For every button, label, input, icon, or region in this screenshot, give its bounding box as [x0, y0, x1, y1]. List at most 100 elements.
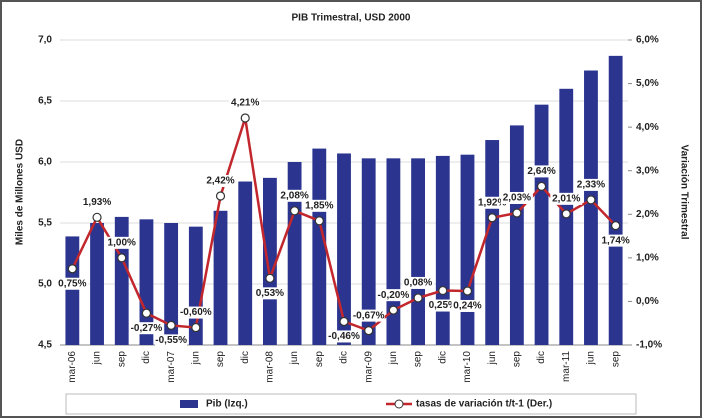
- marker: [339, 316, 349, 327]
- marker: [388, 305, 398, 315]
- bar: [90, 223, 104, 345]
- marker: [462, 286, 473, 296]
- label-bg: [451, 299, 484, 312]
- data-label: 1,74%: [601, 235, 629, 246]
- label-bg: [352, 309, 385, 322]
- label-bg: [81, 196, 114, 209]
- data-label: 1,85%: [305, 200, 333, 211]
- data-label: 2,64%: [527, 166, 555, 177]
- data-label: 0,53%: [256, 288, 284, 299]
- x-tick-label: jun: [586, 351, 597, 365]
- data-label: 0,25%: [429, 300, 457, 311]
- label-bg: [377, 289, 410, 302]
- label-bg: [550, 192, 583, 205]
- bar: [460, 154, 475, 345]
- marker: [240, 113, 250, 123]
- y2-axis-label: Variación Trimestral: [678, 144, 689, 239]
- y2-tick-label: 6,0%: [636, 35, 659, 46]
- marker: [512, 208, 522, 218]
- bar: [534, 104, 549, 345]
- bar: [114, 216, 129, 345]
- bar: [213, 210, 228, 345]
- bar: [386, 158, 401, 345]
- y2-tick-label: 3,0%: [636, 165, 659, 176]
- bar: [435, 155, 450, 345]
- chart-title: PIB Trimestral, USD 2000: [292, 13, 411, 24]
- marker: [265, 273, 275, 283]
- data-label: 1,00%: [108, 237, 136, 248]
- data-label: 4,21%: [231, 98, 259, 109]
- y2-tick-label: 1,0%: [636, 252, 659, 263]
- marker: [536, 181, 547, 191]
- legend-label: tasas de variación t/t-1 (Der.): [416, 399, 552, 410]
- marker: [586, 195, 596, 205]
- bar: [287, 162, 302, 345]
- label-bg: [253, 287, 286, 300]
- label-bg: [56, 277, 89, 290]
- y-tick-label: 6,5: [38, 96, 52, 107]
- bar: [262, 177, 277, 345]
- data-label: 2,03%: [503, 193, 531, 204]
- legend-box: [65, 393, 637, 415]
- marker: [117, 253, 127, 263]
- data-label: -0,60%: [180, 307, 212, 318]
- marker: [561, 209, 571, 219]
- label-bg: [204, 174, 237, 187]
- x-tick-label: dic: [536, 351, 547, 364]
- marker: [438, 285, 448, 296]
- x-tick-label: mar-08: [265, 351, 276, 383]
- data-label: 0,24%: [453, 301, 481, 312]
- bar: [337, 153, 351, 345]
- data-label: 2,33%: [577, 180, 605, 191]
- marker: [487, 213, 497, 223]
- x-tick-label: sep: [314, 351, 325, 368]
- legend-swatch: [180, 400, 198, 408]
- x-tick-label: mar-10: [462, 351, 473, 383]
- marker: [611, 221, 621, 231]
- bar: [584, 70, 598, 345]
- marker: [215, 191, 226, 201]
- x-tick-label: jun: [487, 351, 498, 365]
- marker: [67, 264, 77, 274]
- x-tick-label: mar-06: [67, 351, 78, 383]
- label-bg: [179, 306, 212, 319]
- label-bg: [476, 196, 509, 209]
- data-label: -0,46%: [328, 331, 360, 342]
- legend-marker: [394, 399, 404, 409]
- label-bg: [574, 178, 607, 191]
- data-label: 0,08%: [404, 278, 432, 289]
- y-tick-label: 5,5: [38, 218, 52, 229]
- y2-tick-label: -1,0%: [636, 340, 662, 351]
- y2-tick-label: 4,0%: [636, 122, 659, 133]
- label-bg: [130, 322, 163, 335]
- marker: [92, 212, 102, 222]
- data-label: 2,08%: [280, 190, 308, 201]
- data-label: -0,55%: [155, 335, 187, 346]
- marker: [166, 320, 176, 330]
- x-tick-label: sep: [512, 351, 523, 368]
- label-bg: [599, 234, 632, 247]
- label-bg: [155, 334, 188, 347]
- marker: [191, 322, 201, 333]
- x-tick-label: sep: [116, 351, 127, 368]
- y-tick-label: 6,0: [38, 157, 52, 168]
- data-label: -0,27%: [131, 323, 163, 334]
- marker: [364, 326, 374, 336]
- bar: [238, 181, 253, 345]
- marker: [290, 206, 300, 216]
- legend-label: Pib (Izq.): [206, 399, 248, 410]
- bar: [411, 158, 426, 345]
- y-tick-label: 7,0: [38, 35, 52, 46]
- x-tick-label: jun: [92, 351, 103, 365]
- bar: [485, 140, 500, 345]
- y2-tick-label: 2,0%: [636, 209, 659, 220]
- data-label: 0,75%: [58, 278, 86, 289]
- y-tick-label: 4,5: [38, 340, 52, 351]
- data-label: 2,42%: [206, 176, 234, 187]
- bar: [361, 158, 376, 345]
- x-tick-label: sep: [413, 351, 424, 368]
- data-label: 1,93%: [83, 197, 111, 208]
- y-tick-label: 5,0: [38, 279, 52, 290]
- y2-tick-label: 5,0%: [636, 78, 659, 89]
